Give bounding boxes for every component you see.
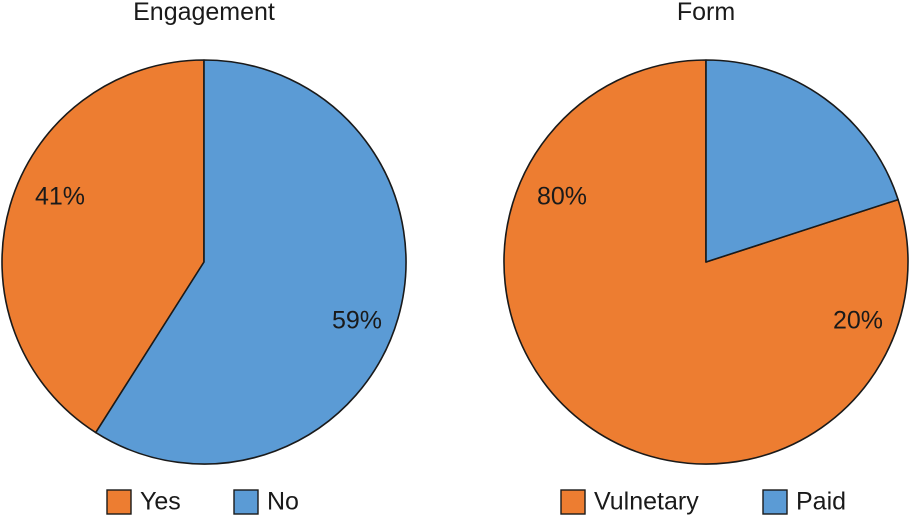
pie-slices-form: [503, 59, 909, 465]
pie-chart-engagement: Engagement 41% 59% Yes No: [1, 0, 407, 516]
legend-form: Vulnetary Paid: [560, 488, 846, 516]
legend-label-vulnetary: Vulnetary: [594, 488, 699, 516]
slice-label-yes: 41%: [35, 183, 85, 211]
slice-label-vulnetary: 80%: [537, 183, 587, 211]
pie-slice-yes: [1, 59, 205, 434]
legend-label-no: No: [267, 488, 299, 516]
legend-label-paid: Paid: [796, 488, 846, 516]
slice-label-no: 59%: [332, 307, 382, 335]
legend-swatch-yes: [106, 489, 132, 515]
legend-label-yes: Yes: [140, 488, 181, 516]
legend-engagement: Yes No: [106, 488, 299, 516]
pie-slice-no: [94, 59, 407, 465]
pie-labels-engagement: 41% 59%: [35, 183, 382, 335]
legend-swatch-vulnetary: [560, 489, 586, 515]
chart-title-engagement: Engagement: [133, 0, 275, 26]
pie-slice-paid: [705, 59, 899, 263]
pie-labels-form: 80% 20%: [537, 183, 883, 335]
legend-swatch-no: [233, 489, 259, 515]
legend-swatch-paid: [762, 489, 788, 515]
pie-chart-form: Form 80% 20% Vulnetary Paid: [503, 0, 909, 516]
slice-label-paid: 20%: [833, 307, 883, 335]
pie-slices-engagement: [1, 59, 407, 465]
chart-title-form: Form: [677, 0, 735, 26]
